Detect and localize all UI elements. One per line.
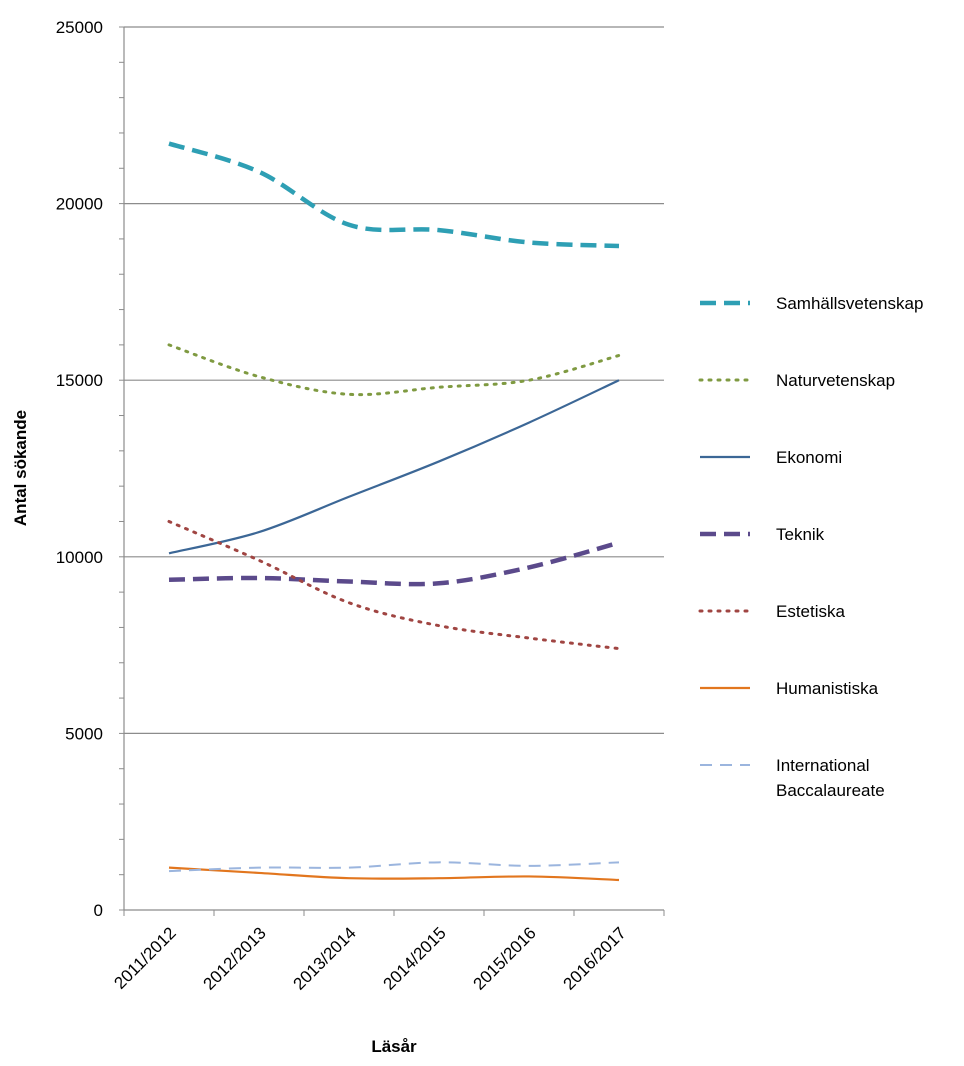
y-tick-label: 5000 [65, 724, 103, 743]
legend-item: Samhällsvetenskap [700, 294, 923, 313]
y-tick-label: 0 [94, 901, 103, 920]
legend-label: International Baccalaureate [776, 756, 885, 800]
y-tick-label: 20000 [56, 195, 103, 214]
legend-label: Naturvetenskap [776, 371, 895, 390]
x-tick-label: 2011/2012 [110, 923, 179, 992]
legend-label: Humanistiska [776, 679, 879, 698]
series-line-5 [168, 866, 620, 882]
legend-item: Ekonomi [700, 448, 842, 467]
y-tick-label: 15000 [56, 371, 103, 390]
legend-item: International Baccalaureate [700, 756, 885, 800]
x-tick-label: 2013/2014 [290, 923, 360, 993]
x-tick-label: 2015/2016 [470, 923, 540, 993]
x-axis-label: Läsår [371, 1037, 417, 1056]
x-tick-label: 2016/2017 [560, 923, 630, 993]
legend-label: Teknik [776, 525, 825, 544]
y-axis-label: Antal sökande [11, 410, 30, 526]
legend-item: Estetiska [698, 602, 846, 621]
series-lines [167, 141, 621, 882]
series-line-2 [168, 379, 620, 555]
legend-item: Teknik [700, 525, 825, 544]
tick-labels: 0 5000 10000 15000 20000 25000 2011/2012 2012/2… [56, 18, 630, 994]
x-tick-label: 2012/2013 [200, 923, 270, 993]
legend-item: Humanistiska [700, 679, 879, 698]
legend-label: Ekonomi [776, 448, 842, 467]
y-tick-label: 10000 [56, 548, 103, 567]
series-line-0 [168, 141, 620, 249]
y-tick-label: 25000 [56, 18, 103, 37]
gridlines [124, 26, 664, 735]
series-line-1 [167, 343, 621, 397]
axes [119, 26, 665, 916]
series-line-6 [168, 861, 620, 873]
legend-label: Samhällsvetenskap [776, 294, 923, 313]
legend-item: Naturvetenskap [698, 371, 895, 390]
series-line-3 [168, 540, 620, 587]
legend-label: Estetiska [776, 602, 846, 621]
series-line-4 [167, 519, 621, 651]
legend: Samhällsvetenskap Naturvetenskap Ekonomi Te… [698, 294, 923, 800]
x-tick-label: 2014/2015 [380, 923, 450, 993]
